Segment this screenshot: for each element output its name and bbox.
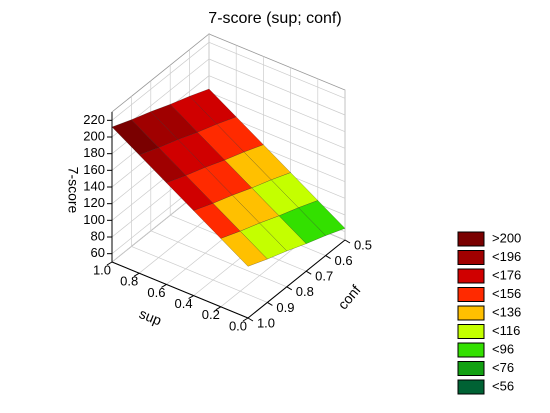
legend-label: <56 <box>492 378 514 393</box>
x-tick <box>161 283 167 288</box>
legend-label: <176 <box>492 267 521 282</box>
grid-line <box>208 75 346 132</box>
y-tick <box>325 255 331 260</box>
legend-swatch <box>457 324 485 339</box>
x-tick <box>215 306 222 311</box>
axis-line <box>111 261 249 319</box>
legend-label: <196 <box>492 249 521 264</box>
legend-swatch <box>457 287 485 302</box>
legend-label: >200 <box>492 230 521 245</box>
grid-line <box>150 230 287 288</box>
y-tick-label: 1.0 <box>257 315 275 330</box>
chart-title: 7-score (sup; conf) <box>208 10 341 27</box>
grid-line <box>208 92 346 149</box>
z-tick-label: 200 <box>83 128 105 143</box>
z-tick-label: 180 <box>83 145 105 160</box>
legend-swatch <box>457 231 485 247</box>
grid-line <box>208 58 346 116</box>
y-tick <box>247 317 254 322</box>
grid-line <box>208 42 346 99</box>
x-tick-label: 0.6 <box>147 285 165 300</box>
legend-label: <96 <box>492 341 514 356</box>
legend-swatch <box>457 250 485 265</box>
x-tick-label: 0.4 <box>175 296 193 311</box>
z-tick-label: 160 <box>83 162 105 177</box>
x-tick <box>133 272 140 277</box>
x-tick-label: 0.8 <box>120 274 138 289</box>
x-tick-label: 0.2 <box>202 307 220 322</box>
y-tick <box>286 286 293 291</box>
z-axis-title: 7-score <box>65 167 81 214</box>
z-tick-label: 120 <box>83 195 105 210</box>
y-tick <box>267 301 273 306</box>
legend-label: <136 <box>492 304 521 319</box>
legend-swatch <box>457 268 485 284</box>
y-tick-label: 0.8 <box>296 284 314 299</box>
y-tick <box>305 270 312 275</box>
y-axis-title: conf <box>334 282 363 313</box>
y-tick <box>344 239 351 244</box>
x-tick-label: 1.0 <box>93 262 111 277</box>
legend-label: <116 <box>492 323 520 338</box>
x-tick-label: 0.0 <box>229 318 247 333</box>
z-tick-label: 60 <box>91 245 105 260</box>
grid-line <box>131 246 268 303</box>
y-tick-label: 0.7 <box>315 269 333 284</box>
z-tick-label: 220 <box>83 112 105 127</box>
x-tick <box>188 295 194 300</box>
grid-line <box>111 42 210 121</box>
axis-line <box>247 239 346 319</box>
y-tick-label: 0.9 <box>276 300 294 315</box>
legend-swatch <box>457 305 485 321</box>
y-tick-label: 0.6 <box>335 253 353 268</box>
surface-patch <box>220 230 268 267</box>
z-tick-label: 100 <box>83 212 105 227</box>
y-tick-label: 0.5 <box>354 237 372 252</box>
x-tick <box>242 317 249 322</box>
legend-label: <76 <box>492 360 514 375</box>
x-axis-title: sup <box>137 305 164 328</box>
z-tick-label: 140 <box>83 178 105 193</box>
legend-swatch <box>457 361 485 376</box>
legend-swatch <box>457 342 485 358</box>
x-tick <box>106 261 113 266</box>
legend-label: <156 <box>492 286 521 301</box>
legend-swatch <box>457 379 485 395</box>
z-tick-label: 80 <box>91 228 105 243</box>
